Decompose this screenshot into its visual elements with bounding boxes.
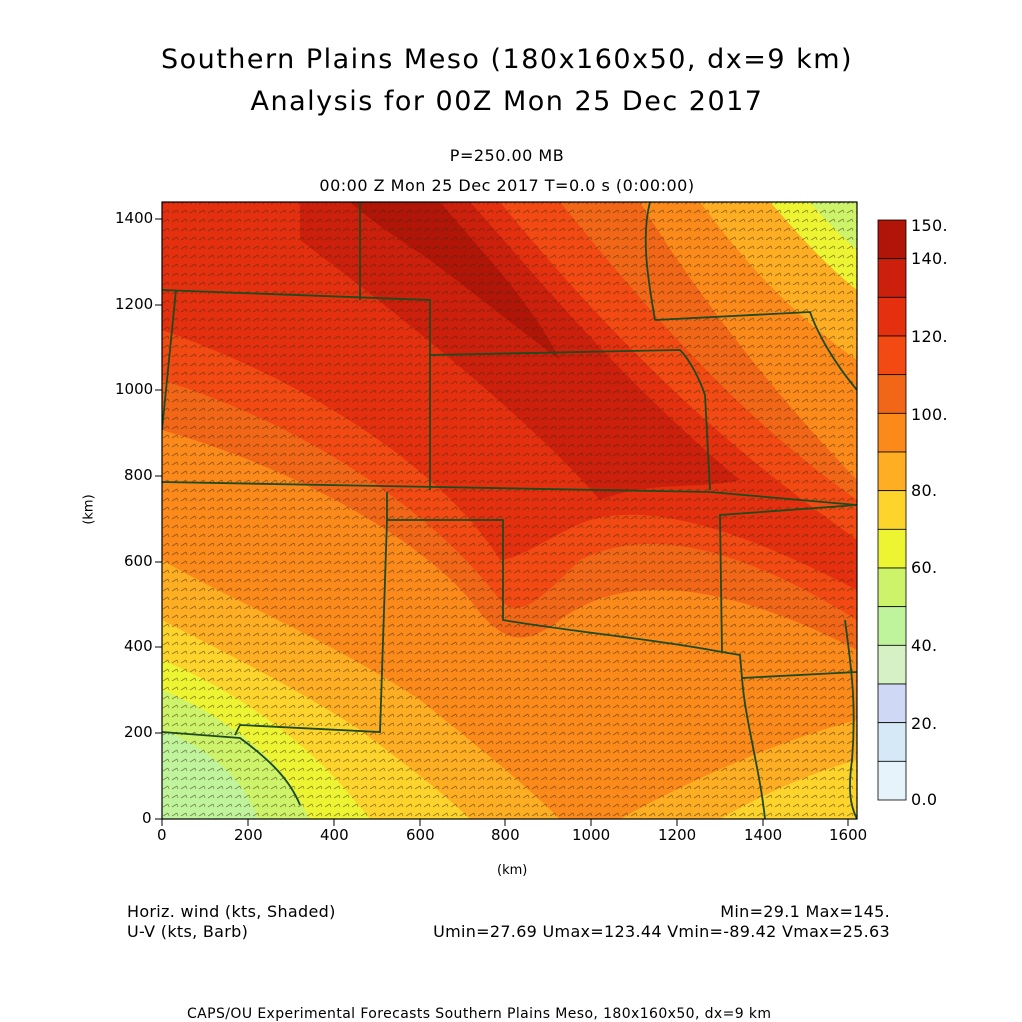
y-tick-label: 800 <box>124 466 153 484</box>
x-tick-label: 1200 <box>658 826 697 844</box>
valid-time: 00:00 Z Mon 25 Dec 2017 T=0.0 s (0:00:00… <box>319 176 695 195</box>
y-axis-label: (km) <box>81 494 97 525</box>
x-tick-label: 400 <box>320 826 349 844</box>
colorbar-swatch <box>877 490 907 530</box>
field-min-max: Min=29.1 Max=145. <box>720 902 890 921</box>
title-line-1: Southern Plains Meso (180x160x50, dx=9 k… <box>160 44 854 75</box>
colorbar-label: 100. <box>911 405 948 424</box>
colorbar-swatch <box>877 760 907 801</box>
colorbar-swatch <box>877 412 907 453</box>
axis-ticks <box>155 218 849 826</box>
x-tick-label: 200 <box>234 826 263 844</box>
colorbar-label: 20. <box>911 714 938 733</box>
colorbar-swatch <box>877 374 907 414</box>
colorbar-label: 150. <box>911 216 948 235</box>
colorbar-swatch <box>877 722 907 762</box>
colorbar-label: 80. <box>911 481 938 500</box>
y-tick-label: 1200 <box>115 295 154 313</box>
colorbar-swatch <box>877 219 907 260</box>
x-tick-label: 1600 <box>829 826 868 844</box>
pressure-level: P=250.00 MB <box>449 146 565 165</box>
plot-frame <box>161 201 858 820</box>
state-boundaries <box>162 202 857 819</box>
colorbar-swatch <box>877 258 907 298</box>
y-tick-label: 400 <box>124 637 153 655</box>
field-barb-label: U-V (kts, Barb) <box>127 922 249 941</box>
colorbar-swatch <box>877 296 907 337</box>
x-tick-label: 1000 <box>572 826 611 844</box>
x-tick-label: 0 <box>157 826 167 844</box>
wind-speed-shading <box>162 202 857 819</box>
footer-credit: CAPS/OU Experimental Forecasts Southern … <box>187 1006 772 1022</box>
colorbar-swatch <box>877 683 907 724</box>
title-line-2: Analysis for 00Z Mon 25 Dec 2017 <box>250 86 764 117</box>
colorbar-label: 140. <box>911 249 948 268</box>
y-tick-label: 1400 <box>115 209 154 227</box>
colorbar-swatch <box>877 606 907 646</box>
y-tick-label: 600 <box>124 552 153 570</box>
colorbar-swatch <box>877 335 907 376</box>
y-tick-label: 1000 <box>115 380 154 398</box>
x-tick-label: 800 <box>491 826 520 844</box>
field-uv-stats: Umin=27.69 Umax=123.44 Vmin=-89.42 Vmax=… <box>433 922 890 941</box>
colorbar-label: 40. <box>911 636 938 655</box>
y-tick-label: 0 <box>142 809 152 827</box>
colorbar-label: 120. <box>911 327 948 346</box>
x-axis-label: (km) <box>497 863 528 878</box>
y-tick-label: 200 <box>124 723 153 741</box>
colorbar-label: 0.0 <box>911 790 938 809</box>
field-shaded-label: Horiz. wind (kts, Shaded) <box>127 902 336 921</box>
colorbar-label: 60. <box>911 558 938 577</box>
colorbar <box>877 219 907 801</box>
colorbar-swatch <box>877 528 907 569</box>
colorbar-swatch <box>877 567 907 608</box>
x-tick-label: 600 <box>406 826 435 844</box>
colorbar-swatch <box>877 644 907 685</box>
colorbar-swatch <box>877 451 907 492</box>
x-tick-label: 1400 <box>744 826 783 844</box>
